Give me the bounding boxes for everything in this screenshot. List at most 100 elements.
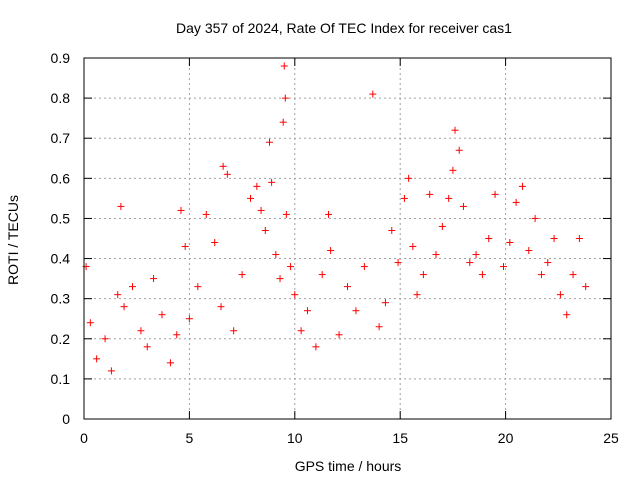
x-axis-label: GPS time / hours: [295, 458, 402, 474]
data-point: [117, 202, 125, 210]
y-tick-label: 0: [62, 411, 70, 427]
data-point: [282, 210, 290, 218]
data-point: [459, 202, 467, 210]
data-point: [506, 239, 514, 247]
data-point: [491, 190, 499, 198]
data-point: [114, 291, 122, 299]
axis-ticks: [83, 57, 612, 420]
data-point: [185, 315, 193, 323]
data-point: [120, 303, 128, 311]
data-point: [569, 271, 577, 279]
data-point: [266, 138, 274, 146]
data-point: [413, 291, 421, 299]
data-point: [550, 235, 558, 242]
x-tick-label: 20: [498, 430, 514, 446]
y-tick-label: 0.6: [51, 170, 71, 186]
data-point: [230, 327, 238, 335]
x-tick-label: 15: [392, 430, 408, 446]
data-point: [93, 355, 101, 363]
data-point: [173, 331, 181, 339]
data-point: [219, 162, 227, 170]
data-point: [177, 206, 185, 214]
chart-title: Day 357 of 2024, Rate Of TEC Index for r…: [176, 20, 512, 36]
data-point: [449, 166, 457, 174]
y-tick-label: 0.4: [51, 251, 71, 267]
data-point: [426, 190, 434, 198]
y-tick-label: 0.5: [51, 210, 71, 226]
data-point: [86, 319, 94, 327]
data-point: [582, 283, 590, 291]
data-point: [217, 303, 225, 311]
data-point: [211, 239, 219, 247]
data-point: [272, 251, 280, 259]
data-point: [257, 206, 265, 214]
data-point: [137, 327, 145, 335]
y-tick-label: 0.8: [51, 90, 71, 106]
data-point: [472, 251, 480, 259]
data-point: [438, 222, 446, 230]
data-point: [291, 291, 299, 299]
data-point: [525, 247, 533, 255]
data-point: [400, 194, 408, 202]
data-point: [381, 299, 389, 307]
x-tick-label: 25: [603, 430, 619, 446]
data-point: [297, 327, 305, 335]
y-axis-label: ROTI / TECUs: [5, 195, 21, 285]
data-point: [335, 331, 343, 339]
data-point: [287, 263, 295, 271]
axis-labels: 0 0.1 0.2 0.3 0.4 0.5 0.6 0.7 0.8 0.9 0 5 10 15 20 25: [51, 50, 619, 446]
data-point: [166, 359, 174, 367]
data-point: [352, 307, 360, 315]
data-point: [253, 182, 261, 190]
data-point: [238, 271, 246, 279]
data-point: [445, 194, 453, 202]
data-point: [419, 271, 427, 279]
y-tick-label: 0.7: [51, 130, 71, 146]
data-point: [531, 214, 539, 222]
data-point: [223, 170, 231, 178]
y-tick-label: 0.9: [51, 50, 71, 66]
data-point: [143, 343, 151, 351]
data-point: [575, 235, 583, 242]
y-tick-label: 0.1: [51, 371, 71, 387]
data-point: [261, 226, 269, 234]
data-point: [556, 291, 564, 299]
x-tick-label: 5: [186, 430, 194, 446]
data-point: [544, 259, 552, 267]
data-point: [325, 210, 333, 218]
data-point: [181, 243, 189, 251]
data-point: [158, 311, 166, 319]
y-tick-label: 0.2: [51, 331, 71, 347]
data-point: [107, 367, 115, 375]
plot-frame: [83, 57, 612, 420]
data-point: [375, 323, 383, 331]
data-point: [394, 259, 402, 267]
data-point: [405, 174, 413, 182]
y-tick-label: 0.3: [51, 291, 71, 307]
data-point: [537, 271, 545, 279]
x-tick-label: 0: [80, 430, 88, 446]
data-point: [276, 275, 284, 283]
grid: [84, 58, 611, 419]
data-point: [247, 194, 255, 202]
data-point: [369, 90, 377, 98]
data-point: [455, 146, 463, 154]
data-point: [563, 311, 571, 319]
data-point: [512, 198, 520, 206]
data-point: [478, 271, 486, 279]
data-point: [466, 259, 474, 267]
data-points: [82, 62, 590, 375]
data-point: [281, 94, 289, 102]
data-point: [360, 263, 368, 271]
data-point: [312, 343, 320, 351]
data-point: [303, 307, 311, 315]
data-point: [485, 235, 493, 242]
data-point: [327, 247, 335, 255]
x-tick-label: 10: [287, 430, 303, 446]
data-point: [279, 118, 287, 126]
data-point: [318, 271, 326, 279]
data-point: [499, 263, 507, 271]
